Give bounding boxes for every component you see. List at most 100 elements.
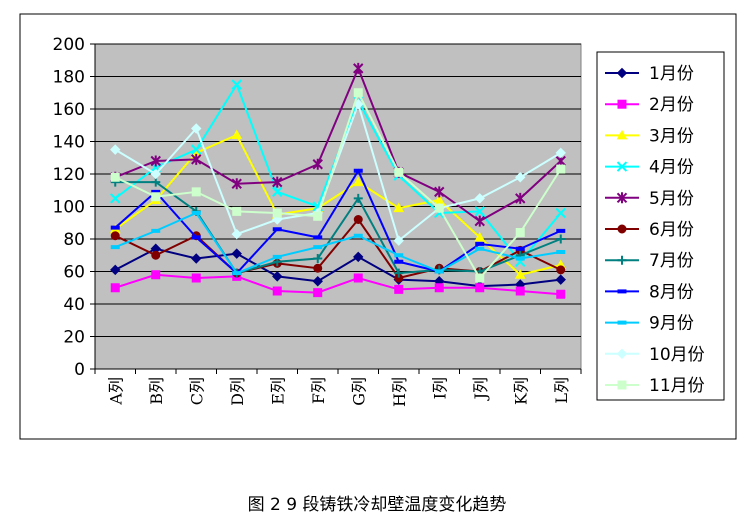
data-point (556, 228, 566, 233)
data-point (191, 273, 201, 283)
data-point (110, 283, 120, 293)
data-point (272, 271, 283, 282)
axes: 0 20 40 60 80 100 120 140 160 180 200 A列 B列 C列 D列 E列 F列 G… (53, 35, 582, 407)
data-point (475, 246, 485, 251)
legend-box (596, 51, 725, 401)
data-point (394, 253, 404, 258)
figure-caption: 图 2 9 段铸铁冷却壁温度变化趋势 (247, 495, 507, 515)
x-tick-label: F列 (309, 377, 328, 404)
data-point (110, 144, 121, 155)
data-point (515, 172, 526, 183)
data-point (191, 235, 201, 240)
data-point (191, 123, 202, 134)
data-point (394, 167, 404, 177)
data-point (272, 254, 282, 259)
legend-label: 9月份 (649, 314, 694, 334)
data-point (110, 193, 121, 204)
legend-marker (616, 161, 628, 172)
y-tick-label: 60 (63, 263, 85, 283)
series-2 (110, 270, 566, 299)
data-point (353, 233, 363, 238)
y-tick-label: 0 (74, 360, 85, 380)
series-line (114, 133, 561, 276)
data-point (232, 206, 242, 216)
data-point (475, 283, 485, 293)
data-point (231, 248, 242, 259)
data-point (474, 231, 486, 242)
legend-label: 5月份 (649, 189, 694, 209)
legend-item: 7月份 (605, 251, 694, 271)
legend-label: 1月份 (649, 64, 694, 84)
data-point (474, 215, 485, 227)
x-tick-label: L列 (552, 377, 571, 404)
x-tick-label: B列 (147, 377, 166, 405)
series-line (114, 100, 562, 243)
data-point (393, 202, 405, 213)
series-line (114, 168, 562, 275)
legend-item: 5月份 (605, 189, 694, 209)
data-point (353, 215, 363, 224)
x-tick-label: C列 (187, 377, 206, 405)
data-point (353, 62, 364, 74)
data-point (352, 176, 364, 187)
data-point (515, 256, 525, 261)
data-point (394, 284, 404, 294)
data-point (313, 235, 323, 240)
data-point (191, 144, 202, 155)
x-tick-label: A列 (106, 377, 125, 406)
data-point (434, 269, 444, 274)
y-tick-label: 180 (53, 68, 85, 88)
data-point (313, 245, 323, 250)
data-point (272, 208, 282, 218)
legend-label: 3月份 (649, 126, 694, 146)
data-point (191, 187, 201, 197)
data-point (110, 225, 120, 230)
y-tick-label: 160 (53, 100, 85, 120)
legend-item: 4月份 (605, 158, 694, 178)
data-point (474, 193, 485, 204)
data-point (556, 234, 566, 244)
data-point (475, 273, 485, 283)
data-point (475, 241, 485, 246)
data-point (151, 250, 161, 260)
data-point (231, 129, 243, 139)
legend-marker (616, 67, 628, 79)
legend-marker (617, 99, 627, 109)
data-point (312, 276, 323, 287)
legend-marker (617, 380, 627, 390)
data-point (556, 250, 566, 254)
data-point (434, 186, 445, 198)
data-point (313, 288, 323, 298)
series-line (114, 65, 562, 223)
legend-marker (617, 224, 627, 234)
data-point (353, 193, 363, 203)
data-point (191, 211, 201, 215)
legend-label: 11月份 (649, 376, 705, 396)
data-point (556, 265, 566, 275)
y-tick-label: 40 (63, 295, 85, 315)
series-11 (110, 88, 566, 283)
legend-label: 8月份 (649, 282, 694, 302)
data-point (231, 79, 242, 90)
data-point (434, 283, 444, 293)
data-point (231, 178, 242, 190)
legend-marker (616, 348, 628, 360)
y-tick-label: 20 (63, 328, 85, 348)
series-line (114, 90, 562, 280)
data-point (353, 168, 363, 173)
x-tick-label: E列 (268, 377, 287, 405)
gridlines (95, 43, 581, 337)
data-point (110, 231, 120, 241)
series-line (114, 273, 561, 296)
legend-item: 2月份 (605, 95, 694, 115)
x-tick-label: H列 (390, 377, 409, 407)
series-layer (109, 62, 567, 299)
data-point (555, 207, 566, 219)
y-tick-label: 120 (53, 165, 85, 185)
legend: 1月份 2月份 3月份 4月份 5月份 6月份 7月份 8月份 9月份 10月份 11月份 (605, 64, 705, 396)
series-line (114, 247, 561, 288)
data-point (313, 263, 323, 273)
data-point (394, 259, 404, 264)
series-8 (110, 168, 566, 276)
